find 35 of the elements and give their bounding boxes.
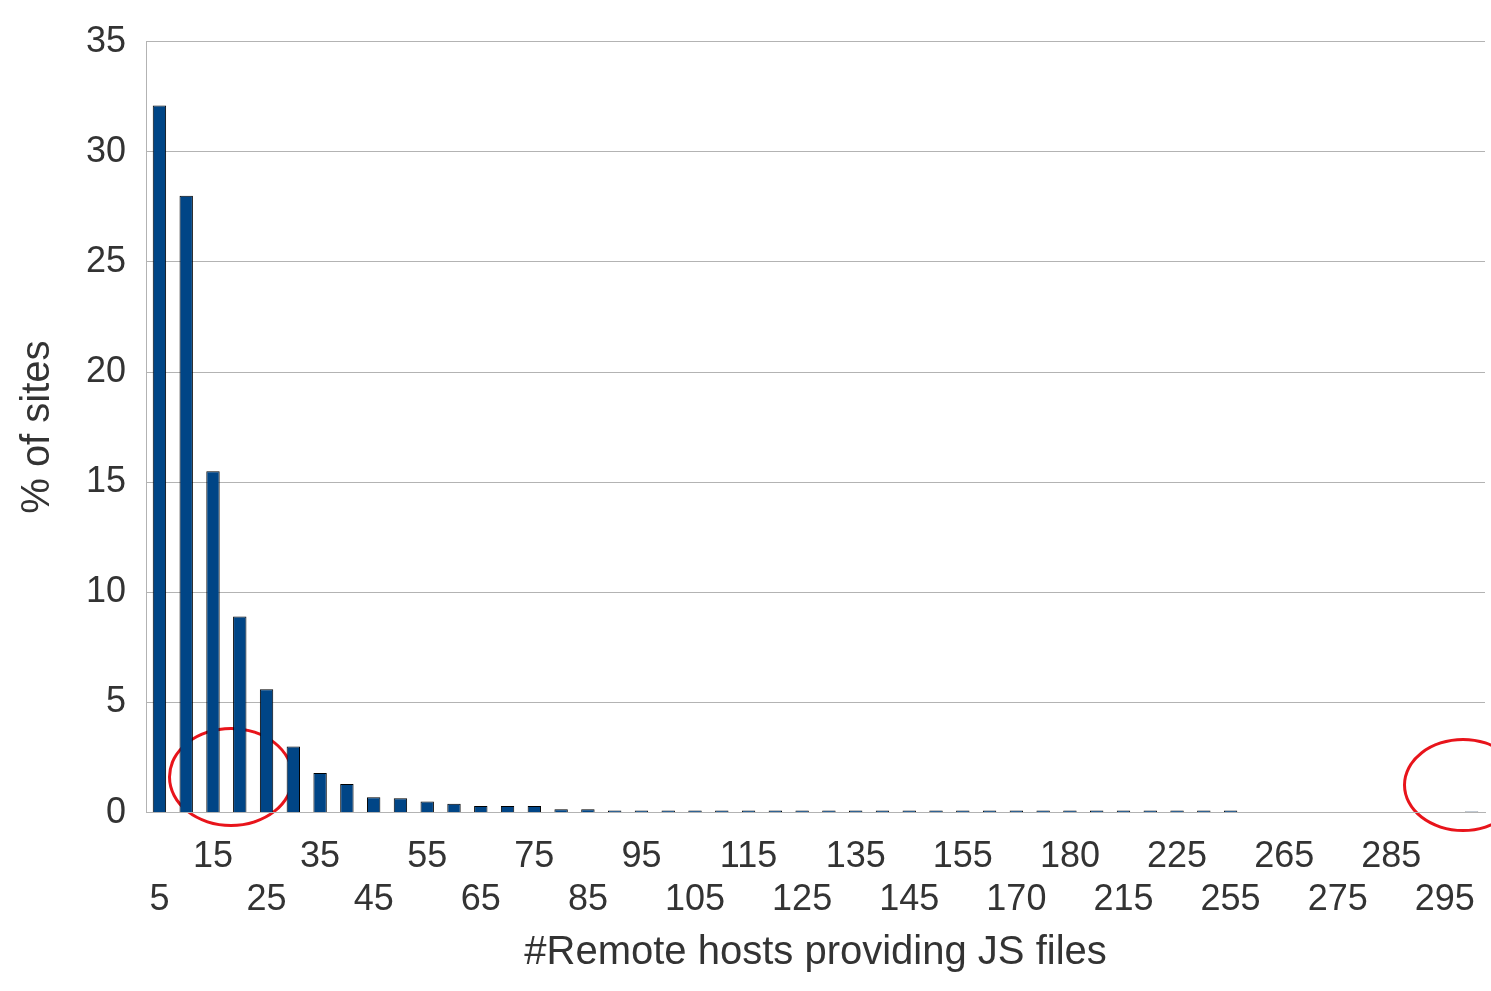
x-tick-label: 35 <box>300 834 341 876</box>
y-tick-label: 30 <box>86 128 127 170</box>
x-tick-label: 135 <box>825 834 886 876</box>
x-tick-label: 5 <box>149 877 170 919</box>
x-tick-label: 15 <box>192 834 234 876</box>
y-axis-title: % of sites <box>13 340 58 514</box>
y-tick-label: 10 <box>86 569 127 611</box>
x-tick-label: 105 <box>664 877 726 919</box>
x-tick-label: 255 <box>1200 877 1261 919</box>
x-tick-label: 275 <box>1307 877 1368 919</box>
y-tick-label: 25 <box>86 238 127 280</box>
x-tick-label: 215 <box>1093 877 1154 919</box>
x-tick-label: 180 <box>1039 834 1100 876</box>
x-tick-label: 65 <box>460 877 501 919</box>
x-tick-label: 265 <box>1254 834 1315 876</box>
y-tick-label: 15 <box>86 459 127 501</box>
x-tick-label: 25 <box>246 877 287 919</box>
x-tick-label: 75 <box>514 834 555 876</box>
x-tick-label: 115 <box>719 834 778 876</box>
x-tick-label: 285 <box>1361 834 1422 876</box>
y-tick-label: 20 <box>86 348 127 390</box>
y-tick-label: 5 <box>106 679 127 721</box>
x-tick-label: 295 <box>1414 877 1475 919</box>
x-tick-label: 55 <box>407 834 448 876</box>
y-tick-label: 35 <box>86 18 127 60</box>
x-tick-label: 225 <box>1147 834 1208 876</box>
x-tick-label: 45 <box>353 877 394 919</box>
x-tick-label: 85 <box>567 877 608 919</box>
x-tick-label: 170 <box>986 877 1047 919</box>
x-tick-label: 125 <box>772 877 833 919</box>
x-tick-label: 145 <box>879 877 940 919</box>
x-tick-label: 155 <box>932 834 993 876</box>
x-tick-label: 95 <box>621 834 662 876</box>
x-axis-title: #Remote hosts providing JS files <box>524 928 1107 973</box>
y-tick-label: 0 <box>106 789 127 831</box>
